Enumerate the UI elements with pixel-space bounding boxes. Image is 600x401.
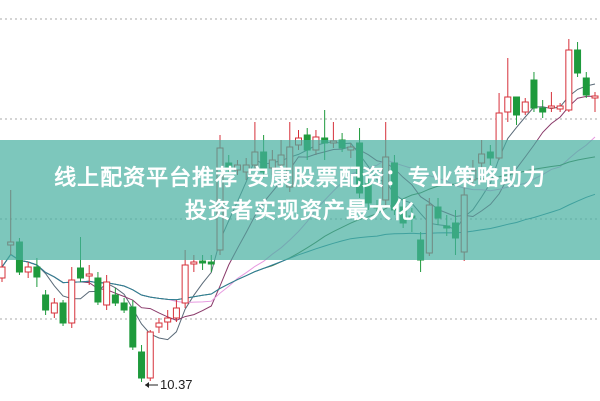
candle-down	[199, 260, 207, 264]
candle-down	[574, 49, 582, 74]
candle-down	[120, 302, 128, 311]
candle-up	[0, 266, 6, 279]
low-arrow-head	[145, 382, 149, 388]
candle-up	[591, 95, 599, 99]
candle-up	[85, 273, 93, 277]
low-price-label: 10.37	[160, 377, 193, 392]
banner-title: 线上配资平台推荐 安康股票配资：专业策略助力 投资者实现资产最大化	[0, 162, 600, 228]
banner-title-line2: 投资者实现资产最大化	[184, 199, 415, 224]
candle-up	[68, 279, 76, 324]
candle-up	[146, 331, 154, 379]
candle-down	[129, 306, 137, 348]
candle-up	[556, 105, 564, 110]
candle-up	[181, 264, 189, 304]
candle-down	[138, 351, 146, 379]
candle-down	[94, 277, 102, 303]
banner-title-line1: 线上配资平台推荐 安康股票配资：专业策略助力	[54, 166, 546, 191]
candle-up	[24, 266, 32, 273]
candle-down	[76, 267, 84, 279]
candle-up	[521, 101, 529, 113]
candle-up	[50, 302, 58, 314]
candle-up	[504, 96, 512, 113]
candle-down	[207, 261, 215, 265]
candle-up	[164, 317, 172, 323]
candle-up	[103, 281, 111, 306]
candle-up	[172, 307, 180, 319]
candle-down	[42, 294, 50, 311]
candle-up	[565, 49, 573, 111]
candle-up	[190, 261, 198, 265]
candle-down	[59, 302, 67, 324]
candle-down	[111, 294, 119, 304]
candle-down	[530, 79, 538, 109]
candle-up	[155, 322, 163, 328]
title-banner	[0, 140, 600, 260]
candle-up	[547, 105, 555, 109]
candle-down	[33, 266, 41, 278]
candle-down	[582, 77, 590, 96]
candle-down	[513, 96, 521, 116]
candle-down	[539, 107, 547, 113]
